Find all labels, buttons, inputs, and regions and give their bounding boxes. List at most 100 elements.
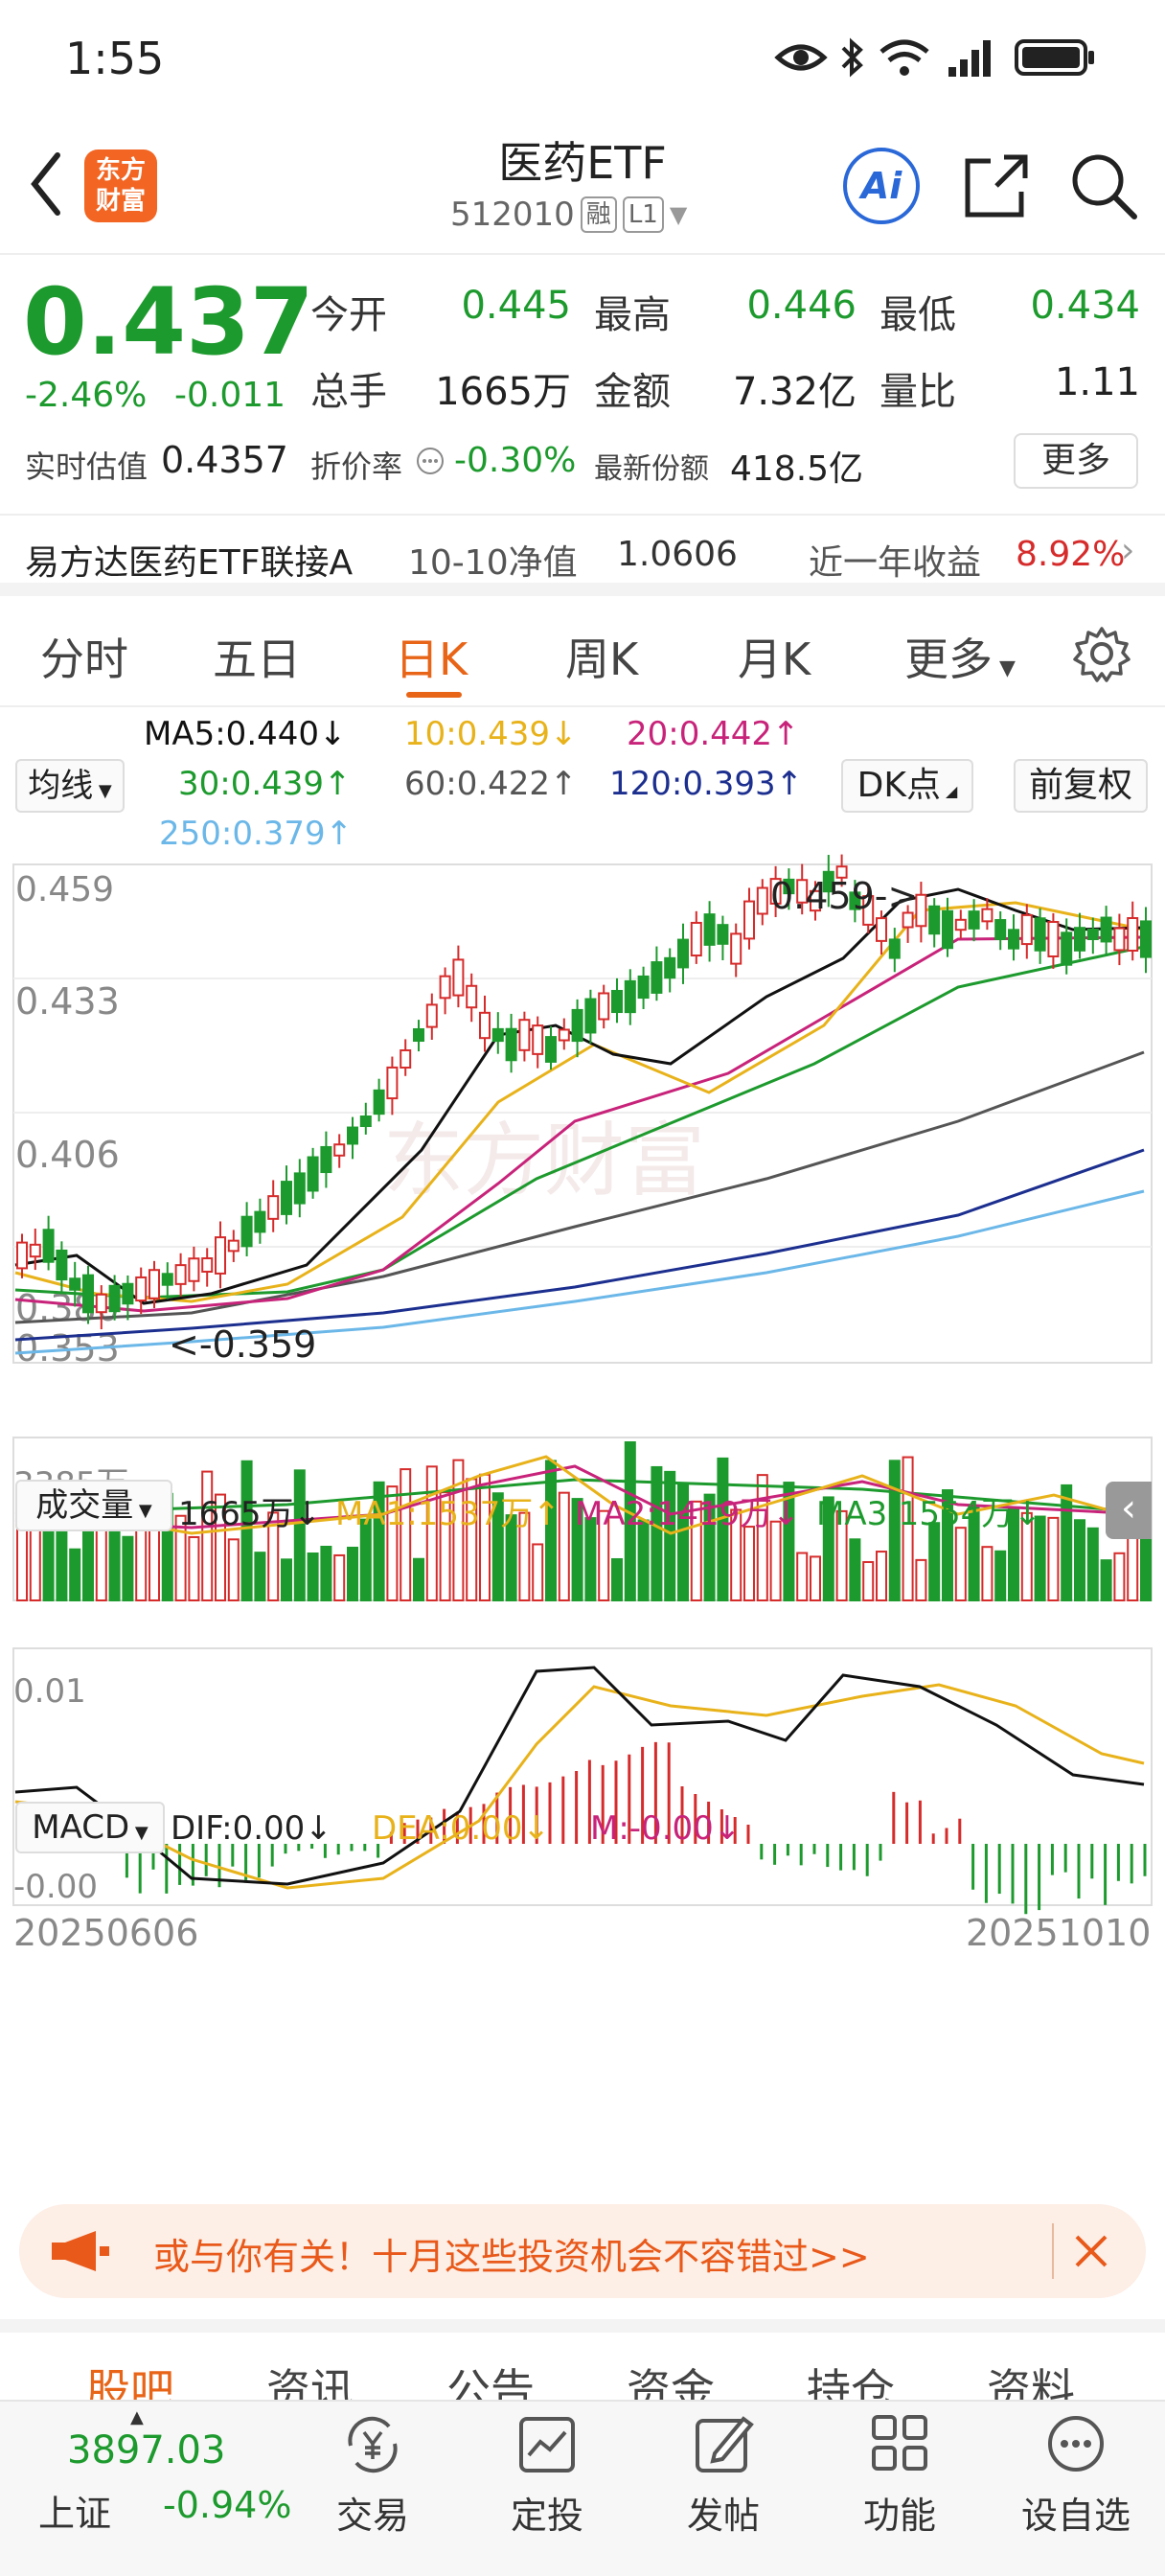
tab-weekly-k[interactable]: 周K [565,633,639,685]
candle [466,984,478,1009]
volume-bar [994,1550,1007,1602]
candle [29,1243,41,1258]
more-button[interactable]: 更多 [1014,433,1138,489]
ma250-legend: 250:0.379↑ [159,815,354,853]
ma-selector[interactable]: 均线 ▼ [15,759,125,813]
min-price-marker: <-0.359 [169,1323,316,1366]
candle [174,1264,187,1285]
candle [452,958,465,997]
candle [333,1143,346,1157]
volume-bar [413,1557,424,1601]
candle [677,938,689,969]
y-axis-label: 0.459 [15,870,114,909]
volume-bar [664,1470,676,1601]
indicator-volume-selector[interactable]: 成交量 ▼ [15,1480,172,1531]
volume-bar [188,1535,200,1602]
candle [491,1027,504,1043]
index-up-marker-icon: ▲ [130,2407,144,2427]
y-axis-label: 0.433 [15,980,120,1023]
post-label: 发帖 [686,2495,760,2537]
candle [690,921,702,957]
volume-bar [293,1469,306,1601]
volume-bar [347,1546,358,1601]
candle [584,998,597,1034]
candle [783,878,795,895]
functions-button[interactable]: 功能 [828,2413,971,2539]
candle [876,917,887,942]
volume-bar [783,1482,795,1601]
volume-bar [1047,1516,1060,1602]
candle [664,956,676,979]
security-code-row[interactable]: 512010 融 L1 ▼ [450,196,687,234]
macd-top-label: 0.01 [13,1672,86,1711]
tab-five-day[interactable]: 五日 [213,633,301,685]
candle [518,1019,531,1051]
volume-bar [333,1553,346,1601]
tab-more[interactable]: 更多 ▼ [904,625,1016,688]
ma120-line [14,1148,1145,1342]
indicator-macd-selector[interactable]: MACD ▼ [15,1802,165,1853]
volume-bar [928,1522,941,1601]
trade-button[interactable]: 交易 [301,2413,445,2539]
ai-button[interactable]: Ai [843,148,920,224]
tab-daily-k[interactable]: 日K [395,633,468,685]
search-icon[interactable] [1065,148,1142,224]
forward-adjust-button[interactable]: 前复权 [1014,759,1148,813]
more-dots-icon [1048,2416,1104,2472]
promo-banner[interactable]: 或与你有关！十月这些投资机会不容错过>> [19,2204,1146,2298]
auto-invest-button[interactable]: 定投 [475,2413,619,2539]
macd-dif: DIF:0.00↓ [171,1809,332,1848]
caret-down-icon: ▼ [129,1823,148,1843]
open-label: 今开 [310,293,387,337]
settings-gear-icon[interactable] [1073,625,1131,682]
candle [227,1239,240,1253]
status-time: 1:55 [65,33,165,84]
fund-year-label: 近一年收益 [809,543,982,583]
volume-bar [373,1481,385,1601]
low-label: 最低 [879,293,956,337]
close-icon[interactable] [1071,2231,1111,2271]
volume-header-bg [13,1370,1152,1422]
candle [981,908,994,923]
candlesticks [16,854,1152,1330]
volume-bar [769,1520,782,1602]
candle [201,1257,214,1273]
linked-fund-row[interactable]: 易方达医药ETF联接A 10-10净值 1.0606 近一年收益 8.92% › [0,514,1165,596]
volume-bar [756,1474,768,1601]
candle [769,878,782,905]
chart-card-icon [519,2417,575,2472]
grid-apps-icon [872,2415,927,2471]
tab-monthly-k[interactable]: 月K [738,633,811,685]
candle [888,938,901,959]
share-icon[interactable] [958,148,1035,224]
collapse-panel-icon[interactable]: ‹ [1106,1482,1152,1539]
logo-text-1: 东方 [95,156,146,185]
amount-value: 7.32亿 [732,370,857,414]
dk-point-button[interactable]: DK点 ◢ [841,759,973,813]
info-dots-icon[interactable] [416,447,445,475]
volume-bar [201,1470,214,1601]
add-watchlist-button[interactable]: 设自选 [1004,2413,1148,2539]
volume-value: 1665万 [435,370,571,414]
tab-intraday[interactable]: 分时 [40,633,128,685]
tab-more-label: 更多 [904,633,993,685]
index-value[interactable]: 3897.03 [67,2428,226,2472]
volume-bar [796,1552,809,1601]
open-value: 0.445 [461,284,571,328]
change-value: -0.011 [174,376,286,415]
post-button[interactable]: 发帖 [651,2413,795,2539]
volume-bar [505,1514,517,1601]
chart-area[interactable]: 东方财富 0.459 0.433 0.406 0.380 0.353 0.459… [0,843,1165,2185]
functions-label: 功能 [862,2495,936,2537]
candle [651,961,663,994]
volume-bar [400,1468,412,1602]
back-icon[interactable] [19,144,80,224]
active-tab-indicator [406,692,462,698]
volume-bar [240,1460,253,1602]
volume-current: 1665万↓ [178,1495,322,1533]
candle [281,1181,292,1215]
candle [161,1273,173,1286]
current-price: 0.437 [23,268,314,376]
candle [756,886,768,915]
premium-value: -0.30% [454,441,577,480]
